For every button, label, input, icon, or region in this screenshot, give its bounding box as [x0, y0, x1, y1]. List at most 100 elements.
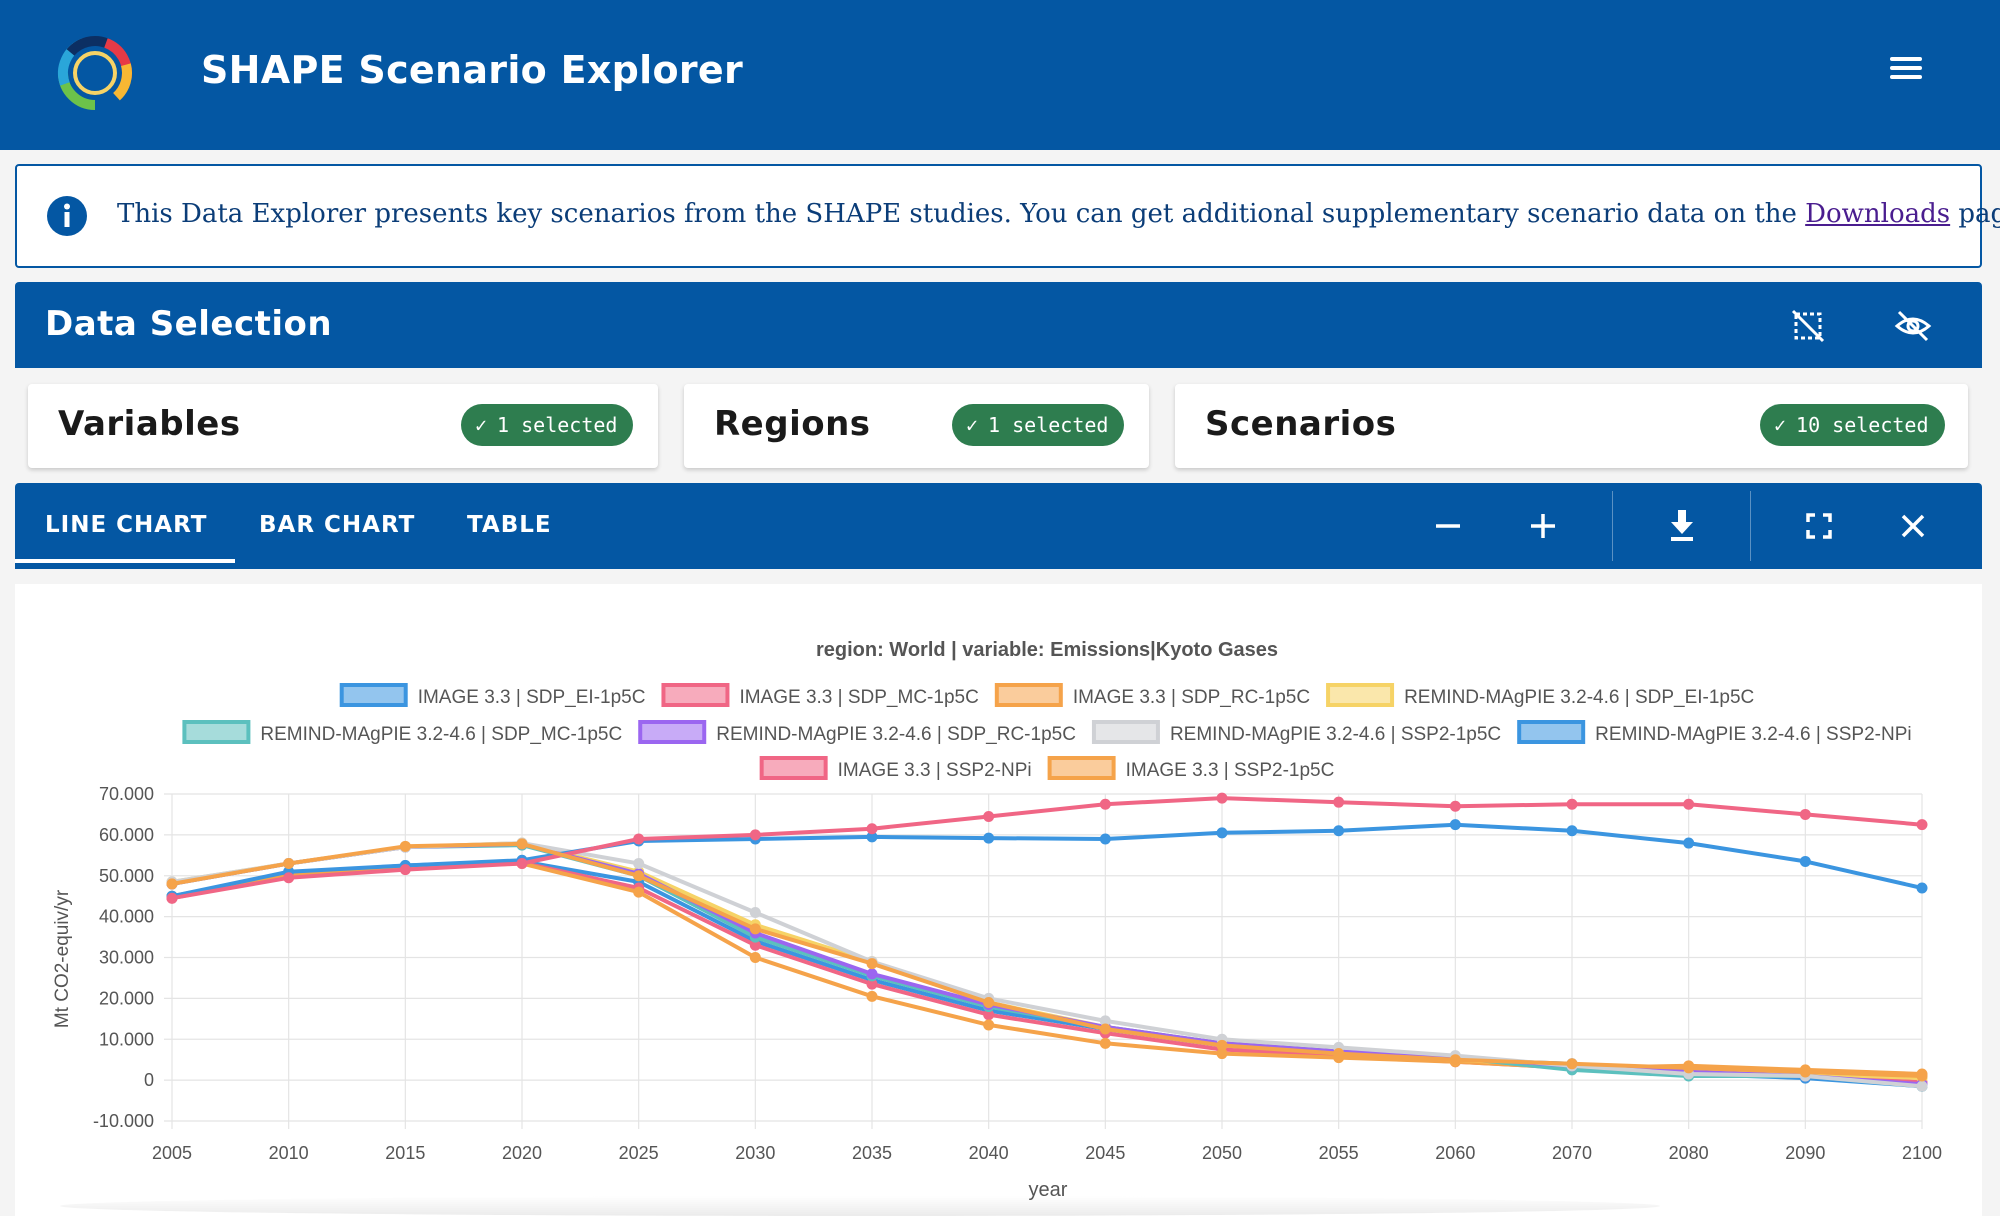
data-point[interactable]	[1216, 792, 1228, 804]
data-point[interactable]	[1099, 798, 1111, 810]
data-point[interactable]	[1566, 798, 1578, 810]
legend-item[interactable]: REMIND-MAgPIE 3.2-4.6 | SDP_EI-1p5C	[1326, 683, 1754, 708]
scenarios-selected-badge[interactable]: ✓ 10 selected	[1760, 404, 1945, 446]
legend-swatch	[1517, 720, 1586, 744]
close-icon[interactable]	[1893, 506, 1933, 546]
shape-logo-icon[interactable]	[52, 30, 138, 116]
data-point[interactable]	[1799, 855, 1811, 867]
series-5[interactable]	[166, 838, 1928, 1090]
data-point[interactable]	[1216, 1039, 1228, 1051]
data-point[interactable]	[866, 968, 878, 980]
tab-line-chart[interactable]: LINE CHART	[14, 483, 237, 569]
legend-item[interactable]: IMAGE 3.3 | SDP_RC-1p5C	[994, 683, 1310, 708]
x-tick-label: 2050	[1202, 1143, 1242, 1163]
x-tick-label: 2040	[969, 1143, 1009, 1163]
data-point[interactable]	[399, 864, 411, 876]
data-point[interactable]	[516, 857, 528, 869]
data-point[interactable]	[166, 892, 178, 904]
data-point[interactable]	[1916, 819, 1928, 831]
legend-label: IMAGE 3.3 | SDP_EI-1p5C	[418, 687, 646, 708]
data-point[interactable]	[633, 886, 645, 898]
series-2[interactable]	[166, 857, 1928, 1080]
data-point[interactable]	[1566, 1058, 1578, 1070]
tab-table[interactable]: TABLE	[467, 512, 552, 538]
data-point[interactable]	[1333, 1048, 1345, 1060]
data-point[interactable]	[1799, 1066, 1811, 1078]
downloads-link[interactable]: Downloads	[1805, 199, 1951, 229]
series-line	[171, 843, 1923, 1089]
x-tick-label: 2080	[1669, 1143, 1709, 1163]
legend-item[interactable]: IMAGE 3.3 | SDP_MC-1p5C	[661, 683, 979, 708]
x-tick-label: 2035	[852, 1143, 892, 1163]
data-point[interactable]	[516, 838, 528, 850]
data-point[interactable]	[749, 907, 761, 919]
data-point[interactable]	[866, 958, 878, 970]
series-1[interactable]	[166, 857, 1928, 1088]
legend-item[interactable]: IMAGE 3.3 | SSP2-1p5C	[1047, 756, 1335, 781]
legend-swatch	[1326, 683, 1395, 707]
series-9[interactable]	[166, 838, 1928, 1082]
series-0[interactable]	[166, 855, 1928, 1092]
data-point[interactable]	[1333, 796, 1345, 808]
legend-item[interactable]: REMIND-MAgPIE 3.2-4.6 | SSP2-NPi	[1517, 720, 1912, 745]
data-point[interactable]	[1449, 800, 1461, 812]
hide-selection-icon[interactable]	[1893, 306, 1933, 346]
x-tick-label: 2100	[1902, 1143, 1942, 1163]
series-7[interactable]	[166, 819, 1928, 902]
legend-item[interactable]: IMAGE 3.3 | SSP2-NPi	[759, 756, 1032, 781]
data-point[interactable]	[1099, 833, 1111, 845]
data-point[interactable]	[1216, 827, 1228, 839]
data-point[interactable]	[749, 829, 761, 841]
data-point[interactable]	[1333, 825, 1345, 837]
data-point[interactable]	[983, 1019, 995, 1031]
series-4[interactable]	[166, 839, 1928, 1092]
variables-selected-badge[interactable]: ✓ 1 selected	[461, 404, 634, 446]
data-point[interactable]	[1799, 808, 1811, 820]
data-point[interactable]	[983, 832, 995, 844]
data-point[interactable]	[1916, 1080, 1928, 1092]
data-point[interactable]	[1566, 825, 1578, 837]
legend-item[interactable]: REMIND-MAgPIE 3.2-4.6 | SDP_MC-1p5C	[182, 720, 622, 745]
deselect-all-icon[interactable]	[1788, 306, 1828, 346]
zoom-in-icon[interactable]	[1523, 506, 1563, 546]
data-point[interactable]	[399, 840, 411, 852]
series-3[interactable]	[166, 837, 1928, 1084]
zoom-out-icon[interactable]	[1428, 506, 1468, 546]
chart-title: region: World | variable: Emissions|Kyot…	[816, 639, 1278, 661]
data-point[interactable]	[1683, 837, 1695, 849]
fullscreen-icon[interactable]	[1799, 506, 1839, 546]
data-point[interactable]	[866, 990, 878, 1002]
hamburger-menu-icon[interactable]	[1886, 52, 1926, 92]
legend-item[interactable]: REMIND-MAgPIE 3.2-4.6 | SSP2-1p5C	[1091, 720, 1501, 745]
series-8[interactable]	[166, 792, 1928, 904]
data-point[interactable]	[1916, 882, 1928, 894]
data-point[interactable]	[283, 857, 295, 869]
data-point[interactable]	[633, 857, 645, 869]
regions-selected-badge[interactable]: ✓ 1 selected	[952, 404, 1125, 446]
download-icon[interactable]	[1662, 506, 1702, 546]
data-point[interactable]	[983, 810, 995, 822]
variables-card[interactable]: Variables ✓ 1 selected	[28, 384, 658, 468]
data-point[interactable]	[1449, 819, 1461, 831]
data-point[interactable]	[1099, 1037, 1111, 1049]
data-point[interactable]	[983, 996, 995, 1008]
tab-bar-chart[interactable]: BAR CHART	[259, 512, 416, 538]
data-point[interactable]	[1916, 1070, 1928, 1082]
data-point[interactable]	[633, 870, 645, 882]
scenarios-card[interactable]: Scenarios ✓ 10 selected	[1175, 384, 1968, 468]
regions-card[interactable]: Regions ✓ 1 selected	[684, 384, 1149, 468]
data-point[interactable]	[866, 823, 878, 835]
x-axis-label: year	[1029, 1179, 1068, 1201]
legend-item[interactable]: IMAGE 3.3 | SDP_EI-1p5C	[339, 683, 646, 708]
data-point[interactable]	[1099, 1023, 1111, 1035]
data-point[interactable]	[1683, 798, 1695, 810]
data-point[interactable]	[1449, 1054, 1461, 1066]
line-chart[interactable]: region: World | variable: Emissions|Kyot…	[15, 584, 1982, 1216]
data-point[interactable]	[749, 952, 761, 963]
legend-item[interactable]: REMIND-MAgPIE 3.2-4.6 | SDP_RC-1p5C	[638, 720, 1076, 745]
data-point[interactable]	[749, 923, 761, 935]
data-point[interactable]	[633, 833, 645, 845]
data-point[interactable]	[1683, 1062, 1695, 1074]
data-point[interactable]	[283, 872, 295, 884]
data-point[interactable]	[166, 878, 178, 890]
